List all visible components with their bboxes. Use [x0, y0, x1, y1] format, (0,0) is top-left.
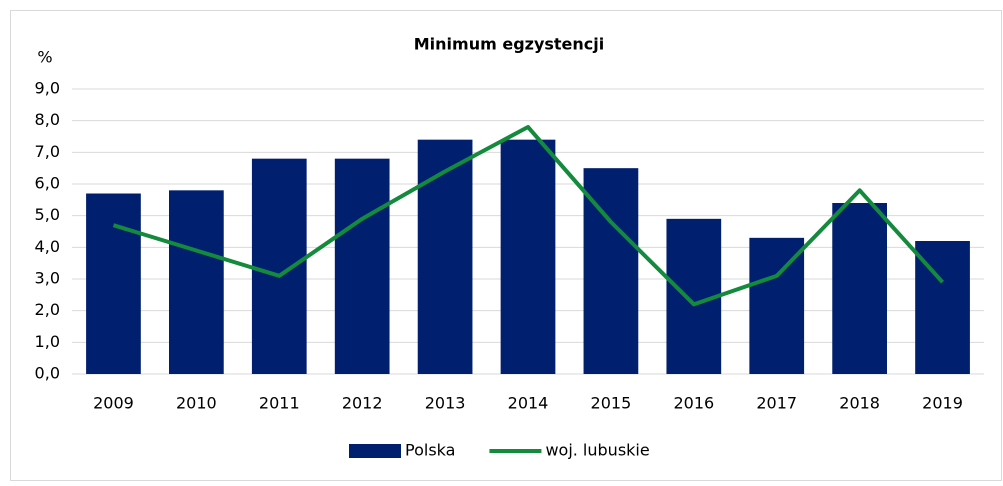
x-tick-label: 2011: [259, 394, 300, 413]
y-tick-label: 0,0: [35, 364, 60, 383]
y-tick-label: 3,0: [35, 269, 60, 288]
bar: [86, 193, 141, 374]
chart-title: Minimum egzystencji: [414, 35, 605, 54]
x-tick-label: 2016: [673, 394, 714, 413]
bar: [169, 190, 224, 374]
x-tick-label: 2015: [591, 394, 632, 413]
bar: [500, 139, 556, 374]
x-tick-label: 2009: [93, 394, 134, 413]
x-tick-label: 2014: [508, 394, 549, 413]
bar: [417, 139, 473, 374]
y-tick-label: 7,0: [35, 142, 60, 161]
bar: [832, 203, 887, 374]
x-tick-label: 2012: [342, 394, 383, 413]
x-tick-label: 2010: [176, 394, 217, 413]
bar: [749, 237, 805, 374]
x-tick-label: 2018: [839, 394, 880, 413]
legend-swatch: [349, 444, 401, 458]
x-tick-label: 2017: [756, 394, 797, 413]
y-tick-label: 4,0: [35, 237, 60, 256]
legend-label: Polska: [405, 441, 455, 460]
y-tick-label: 8,0: [35, 110, 60, 129]
x-tick-label: 2013: [425, 394, 466, 413]
bar: [251, 158, 307, 374]
y-tick-label: 1,0: [35, 332, 60, 351]
y-tick-label: 5,0: [35, 205, 60, 224]
line: [112, 125, 945, 307]
bar: [334, 158, 390, 374]
x-tick-label: 2019: [922, 394, 963, 413]
y-tick-label: 9,0: [35, 79, 60, 98]
y-axis-label: %: [37, 48, 52, 67]
y-tick-label: 2,0: [35, 300, 60, 319]
y-tick-label: 6,0: [35, 174, 60, 193]
legend-label: woj. lubuskie: [545, 441, 649, 460]
